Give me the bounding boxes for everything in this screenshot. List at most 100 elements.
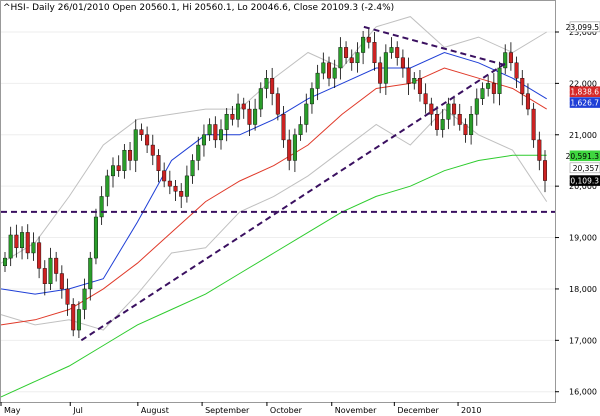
candle-body	[179, 191, 184, 197]
candle-body	[145, 134, 150, 146]
candle-body	[37, 242, 42, 269]
candle-body	[116, 165, 121, 171]
candle-body	[88, 257, 93, 290]
candle-body	[207, 124, 212, 135]
candle-body	[25, 232, 30, 254]
candle-body	[389, 47, 394, 53]
candle-body	[111, 165, 116, 177]
candle-body	[366, 36, 371, 43]
candle-body	[122, 149, 127, 171]
candle-body	[349, 57, 354, 64]
y-tick-label: 20,000	[569, 182, 597, 191]
x-tick-label: October	[270, 406, 303, 415]
x-tick-label: May	[4, 406, 21, 415]
candle-body	[400, 57, 405, 69]
candle-body	[531, 108, 536, 141]
candle-body	[292, 134, 297, 161]
candle-body	[190, 160, 195, 177]
candle-body	[150, 144, 155, 156]
candle-body	[8, 234, 13, 259]
candle-body	[480, 88, 485, 99]
candle-body	[219, 129, 224, 141]
x-tick-label: September	[205, 406, 250, 415]
y-tick-label: 22,000	[569, 79, 597, 88]
candle-body	[338, 47, 343, 69]
candle-body	[514, 62, 519, 79]
candle-body	[395, 47, 400, 58]
candle-body	[503, 52, 508, 69]
price-tag-box	[569, 86, 600, 98]
candle-body	[105, 175, 110, 197]
candle-body	[173, 185, 178, 192]
candle-body	[31, 242, 36, 254]
candle-body	[236, 103, 241, 120]
y-tick-label: 18,000	[569, 285, 597, 294]
candle-body	[520, 78, 525, 94]
price-tag-label: 20,109.3	[566, 177, 600, 186]
price-tag-box	[569, 162, 600, 174]
candle-body	[344, 47, 349, 58]
candle-body	[321, 62, 326, 74]
candle-body	[275, 93, 280, 115]
candle-body	[76, 309, 81, 331]
candle-body	[423, 93, 428, 105]
candle-body	[128, 149, 133, 161]
trendline	[80, 61, 507, 342]
candle-body	[355, 52, 360, 64]
candle-body	[184, 175, 189, 197]
candle-body	[213, 124, 218, 141]
candle-body	[525, 93, 530, 110]
price-tag-box	[569, 97, 600, 108]
candle-body	[406, 67, 411, 84]
grid-layer	[1, 31, 555, 393]
candle-body	[20, 232, 25, 249]
trendline	[363, 25, 507, 67]
candle-body	[93, 216, 98, 259]
candle-body	[264, 78, 269, 89]
price-tag-label: 21,626.7	[566, 99, 600, 108]
bollinger-lower-line	[0, 108, 548, 331]
x-tick-label: August	[141, 406, 169, 415]
price-tags: 23,099.5 21,838.6 21,626.7 20,591.3 20,357 20…	[566, 21, 600, 186]
candle-body	[440, 119, 445, 130]
sma-mid-line	[0, 67, 547, 326]
price-tag-box	[569, 150, 600, 162]
candle-body	[543, 160, 548, 181]
candle-body	[201, 134, 206, 146]
candle-body	[417, 78, 422, 94]
candle-body	[332, 67, 337, 79]
y-tick-label: 23,000	[569, 28, 597, 37]
price-tag-label: 20,357	[573, 164, 599, 173]
y-tick-label: 16,000	[569, 388, 597, 397]
x-tick-label: Jul	[72, 406, 83, 415]
candle-body	[281, 114, 286, 141]
candle-body	[253, 108, 258, 125]
candle-body	[361, 36, 366, 53]
price-tag-box	[569, 175, 600, 186]
symbol-label: ^HSI	[3, 3, 26, 13]
trendlines-layer	[1, 25, 555, 342]
candle-body	[82, 288, 87, 310]
price-tag-label: 20,591.3	[566, 152, 600, 161]
candle-body	[508, 52, 513, 64]
plot-frame	[0, 0, 556, 403]
candle-body	[435, 114, 440, 130]
price-tag-label: 21,838.6	[566, 88, 600, 97]
candle-body	[491, 83, 496, 94]
x-axis: May Jul August September October November Dece…	[0, 402, 481, 415]
x-tick-label: November	[335, 406, 377, 415]
candle-body	[474, 98, 479, 115]
y-tick-label: 17,000	[569, 336, 597, 345]
candle-body	[139, 129, 144, 135]
candle-body	[315, 72, 320, 89]
candle-body	[309, 88, 314, 105]
candle-body	[65, 288, 70, 305]
candle-body	[230, 114, 235, 120]
candle-body	[133, 129, 138, 161]
x-tick-label: 2010	[461, 406, 481, 415]
candle-body	[298, 124, 303, 135]
candle-body	[463, 124, 468, 135]
candle-body	[258, 88, 263, 110]
